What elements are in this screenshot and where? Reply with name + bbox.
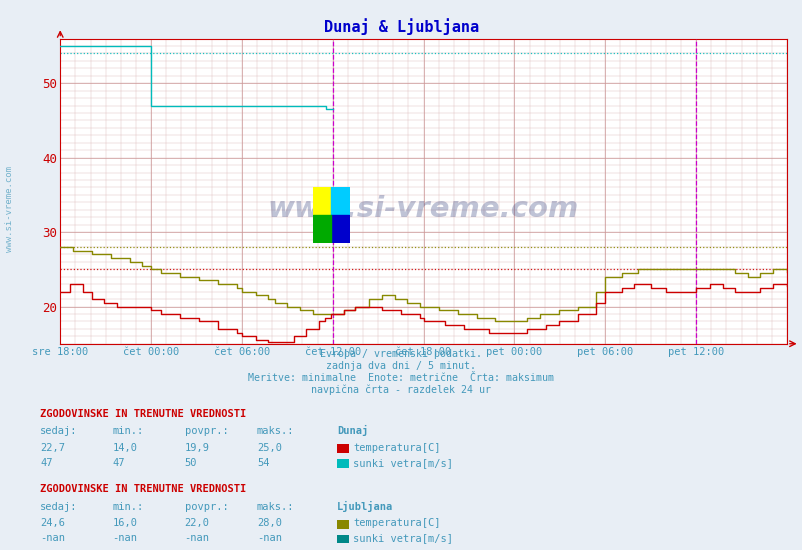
Text: -nan: -nan (184, 533, 209, 543)
Text: maks.:: maks.: (257, 502, 294, 512)
Text: temperatura[C]: temperatura[C] (353, 518, 440, 529)
Text: Dunaj: Dunaj (337, 426, 368, 437)
Text: 24,6: 24,6 (40, 518, 65, 529)
Text: 25,0: 25,0 (257, 443, 282, 453)
Text: sedaj:: sedaj: (40, 502, 78, 512)
Text: ZGODOVINSKE IN TRENUTNE VREDNOSTI: ZGODOVINSKE IN TRENUTNE VREDNOSTI (40, 484, 246, 494)
Text: 14,0: 14,0 (112, 443, 137, 453)
Text: 54: 54 (257, 458, 269, 468)
Text: 22,7: 22,7 (40, 443, 65, 453)
Text: povpr.:: povpr.: (184, 426, 228, 437)
Text: -nan: -nan (112, 533, 137, 543)
Text: zadnja dva dni / 5 minut.: zadnja dva dni / 5 minut. (326, 361, 476, 371)
Text: min.:: min.: (112, 502, 144, 512)
Text: Dunaj & Ljubljana: Dunaj & Ljubljana (323, 18, 479, 35)
Text: 22,0: 22,0 (184, 518, 209, 529)
Text: www.si-vreme.com: www.si-vreme.com (268, 195, 578, 223)
Text: www.si-vreme.com: www.si-vreme.com (5, 166, 14, 252)
Text: Evropa / vremenski podatki.: Evropa / vremenski podatki. (320, 349, 482, 359)
Text: maks.:: maks.: (257, 426, 294, 437)
Text: sunki vetra[m/s]: sunki vetra[m/s] (353, 458, 453, 468)
Text: temperatura[C]: temperatura[C] (353, 443, 440, 453)
Text: sunki vetra[m/s]: sunki vetra[m/s] (353, 533, 453, 543)
Text: 16,0: 16,0 (112, 518, 137, 529)
Text: -nan: -nan (40, 533, 65, 543)
Text: 47: 47 (40, 458, 53, 468)
Text: Ljubljana: Ljubljana (337, 501, 393, 512)
Text: Meritve: minimalne  Enote: metrične  Črta: maksimum: Meritve: minimalne Enote: metrične Črta:… (248, 373, 554, 383)
Text: povpr.:: povpr.: (184, 502, 228, 512)
Text: sedaj:: sedaj: (40, 426, 78, 437)
Text: 28,0: 28,0 (257, 518, 282, 529)
Text: 47: 47 (112, 458, 125, 468)
Text: 19,9: 19,9 (184, 443, 209, 453)
Text: -nan: -nan (257, 533, 282, 543)
Text: ZGODOVINSKE IN TRENUTNE VREDNOSTI: ZGODOVINSKE IN TRENUTNE VREDNOSTI (40, 409, 246, 419)
Text: navpična črta - razdelek 24 ur: navpična črta - razdelek 24 ur (311, 384, 491, 395)
Text: min.:: min.: (112, 426, 144, 437)
Text: 50: 50 (184, 458, 197, 468)
